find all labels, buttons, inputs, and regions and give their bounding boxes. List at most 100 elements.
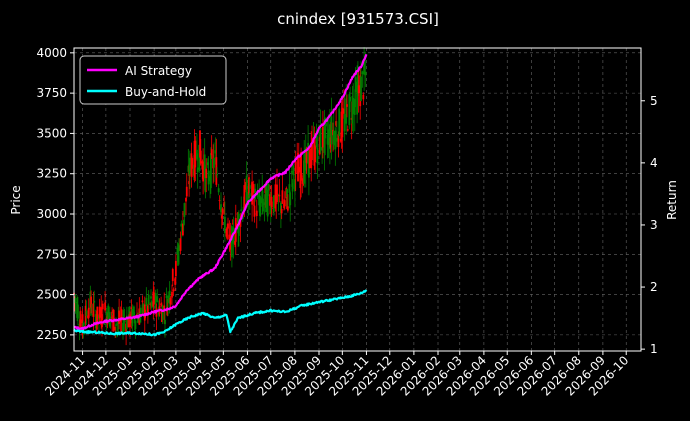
candle-body	[172, 289, 175, 292]
candle-body	[337, 134, 340, 148]
candle-body	[270, 196, 273, 208]
candle-body	[176, 247, 179, 255]
y-tick-label: 2750	[36, 247, 67, 261]
candle-body	[210, 149, 213, 156]
candle-body	[182, 219, 185, 224]
candle-body	[204, 167, 207, 193]
candle-body	[292, 165, 295, 176]
candle-body	[252, 184, 255, 193]
plot-frame	[73, 47, 642, 352]
candle-body	[93, 300, 96, 303]
candle-body	[286, 189, 289, 198]
candle-body	[247, 193, 250, 205]
candle-body	[160, 303, 163, 306]
candle-body	[223, 216, 226, 233]
candle-body	[239, 220, 242, 227]
candle-body	[191, 158, 194, 169]
y-tick-label: 3000	[36, 207, 67, 221]
candle-body	[196, 167, 199, 173]
candle-body	[125, 315, 128, 330]
candle-body	[338, 108, 341, 136]
candle-body	[269, 194, 271, 206]
candle-body	[169, 297, 172, 305]
candle-body	[349, 97, 352, 102]
candle-body	[261, 188, 264, 207]
candle-body	[82, 322, 85, 329]
candle-body	[150, 296, 152, 299]
candle-body	[206, 162, 209, 166]
candle-body	[335, 137, 338, 142]
candle-body	[278, 194, 281, 197]
candle-body	[123, 320, 126, 323]
candle-body	[133, 317, 136, 324]
candle-body	[87, 307, 90, 318]
candle-body	[194, 140, 197, 168]
candle-body	[171, 269, 174, 282]
candle-body	[305, 151, 308, 163]
candle-body	[291, 183, 294, 192]
candle-body	[258, 193, 261, 206]
candle-body	[129, 314, 131, 328]
candle-body	[118, 310, 121, 324]
candle-body	[303, 152, 306, 184]
candle-body	[166, 307, 169, 316]
candle-body	[230, 226, 233, 258]
candle-body	[134, 320, 137, 329]
candle-body	[300, 151, 303, 181]
candle-body	[215, 157, 218, 185]
candle-body	[218, 200, 221, 202]
series-lines	[73, 54, 368, 337]
candle-body	[357, 85, 360, 94]
candle-body	[227, 223, 229, 229]
candle-body	[85, 310, 88, 317]
y-axis-label: Price	[9, 185, 23, 214]
candle-body	[354, 77, 357, 92]
candle-body	[280, 209, 283, 214]
candle-body	[364, 71, 367, 76]
candle-body	[341, 107, 344, 138]
candle-body	[255, 210, 258, 217]
y2-tick-label: 2	[650, 280, 658, 294]
candle-body	[345, 98, 348, 124]
candle-body	[100, 307, 103, 326]
y-tick-label: 3500	[36, 126, 67, 140]
candle-body	[308, 148, 311, 169]
candle-body	[297, 171, 299, 182]
candle-body	[213, 157, 215, 168]
candle-body	[181, 223, 184, 236]
y-tick-label: 3750	[36, 86, 67, 100]
candle-body	[83, 322, 86, 324]
candle-body	[220, 215, 223, 219]
candle-body	[146, 305, 149, 315]
candle-body	[267, 183, 270, 191]
candle-body	[207, 170, 210, 185]
candle-body	[164, 319, 166, 325]
candle-body	[263, 202, 266, 206]
candle-body	[360, 76, 362, 101]
candle-body	[216, 174, 219, 176]
candle-body	[343, 114, 346, 132]
candle-body	[281, 190, 284, 204]
candle-body	[356, 81, 359, 115]
candle-body	[98, 306, 101, 318]
candle-body	[251, 181, 254, 205]
candle-body	[104, 302, 107, 311]
series-line-buy-and-hold	[73, 289, 368, 337]
candle-body	[334, 130, 337, 150]
y2-tick-label: 5	[650, 94, 658, 108]
candle-body	[80, 319, 82, 324]
candle-body	[342, 108, 345, 114]
candle-body	[324, 117, 327, 139]
candle-body	[214, 150, 217, 154]
candle-body	[107, 305, 110, 324]
candle-body	[361, 71, 364, 75]
candle-body	[132, 306, 135, 316]
candle-body	[266, 189, 269, 217]
candle-body	[168, 290, 171, 304]
candle-body	[183, 203, 186, 217]
candle-body	[352, 97, 355, 115]
candle-body	[187, 165, 190, 172]
candle-body	[116, 322, 119, 326]
candle-body	[141, 300, 144, 303]
